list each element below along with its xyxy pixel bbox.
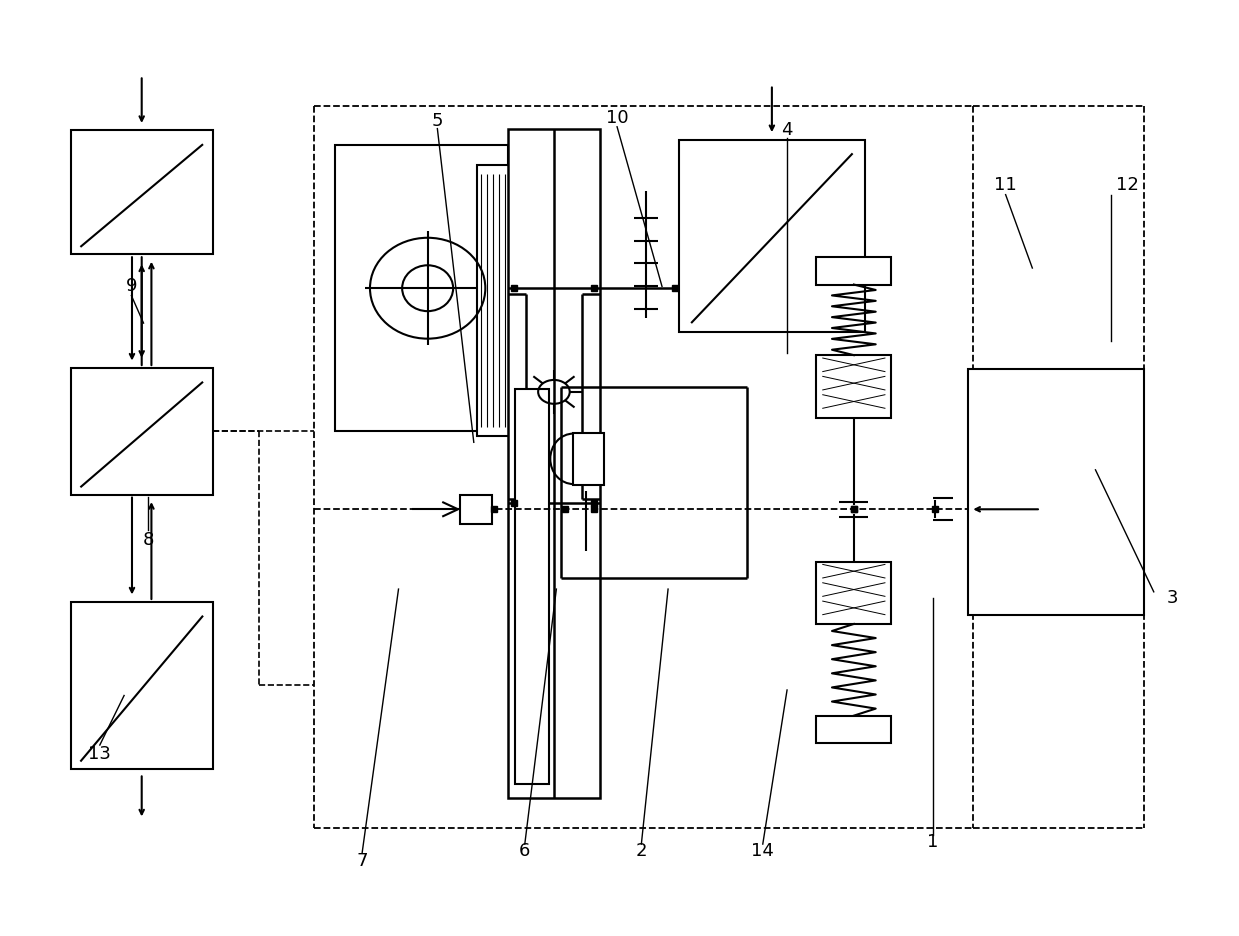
Bar	[508, 128, 600, 798]
Bar	[336, 145, 508, 431]
Bar	[71, 602, 213, 768]
Bar	[477, 166, 517, 436]
Bar	[968, 369, 1144, 615]
Bar	[817, 562, 892, 624]
Text: 4: 4	[782, 122, 793, 139]
Bar	[461, 494, 492, 524]
Text: 6: 6	[519, 842, 530, 860]
Bar	[71, 368, 213, 494]
Bar	[515, 389, 549, 783]
Bar	[817, 716, 892, 743]
Bar	[817, 355, 892, 417]
Text: 9: 9	[125, 277, 138, 296]
Text: 7: 7	[357, 852, 368, 870]
Bar	[679, 139, 865, 332]
Bar	[71, 130, 213, 255]
Text: 1: 1	[927, 833, 938, 851]
Text: 14: 14	[751, 842, 774, 860]
Text: 10: 10	[606, 109, 628, 126]
Text: 3: 3	[1166, 590, 1178, 607]
Text: 5: 5	[431, 112, 444, 130]
Text: 8: 8	[142, 531, 154, 548]
Bar	[517, 225, 540, 376]
Bar	[817, 257, 892, 285]
Text: 11: 11	[994, 177, 1017, 195]
Bar	[574, 433, 603, 485]
Text: 12: 12	[1115, 177, 1139, 195]
Text: 13: 13	[88, 745, 112, 763]
Text: 2: 2	[636, 842, 647, 860]
